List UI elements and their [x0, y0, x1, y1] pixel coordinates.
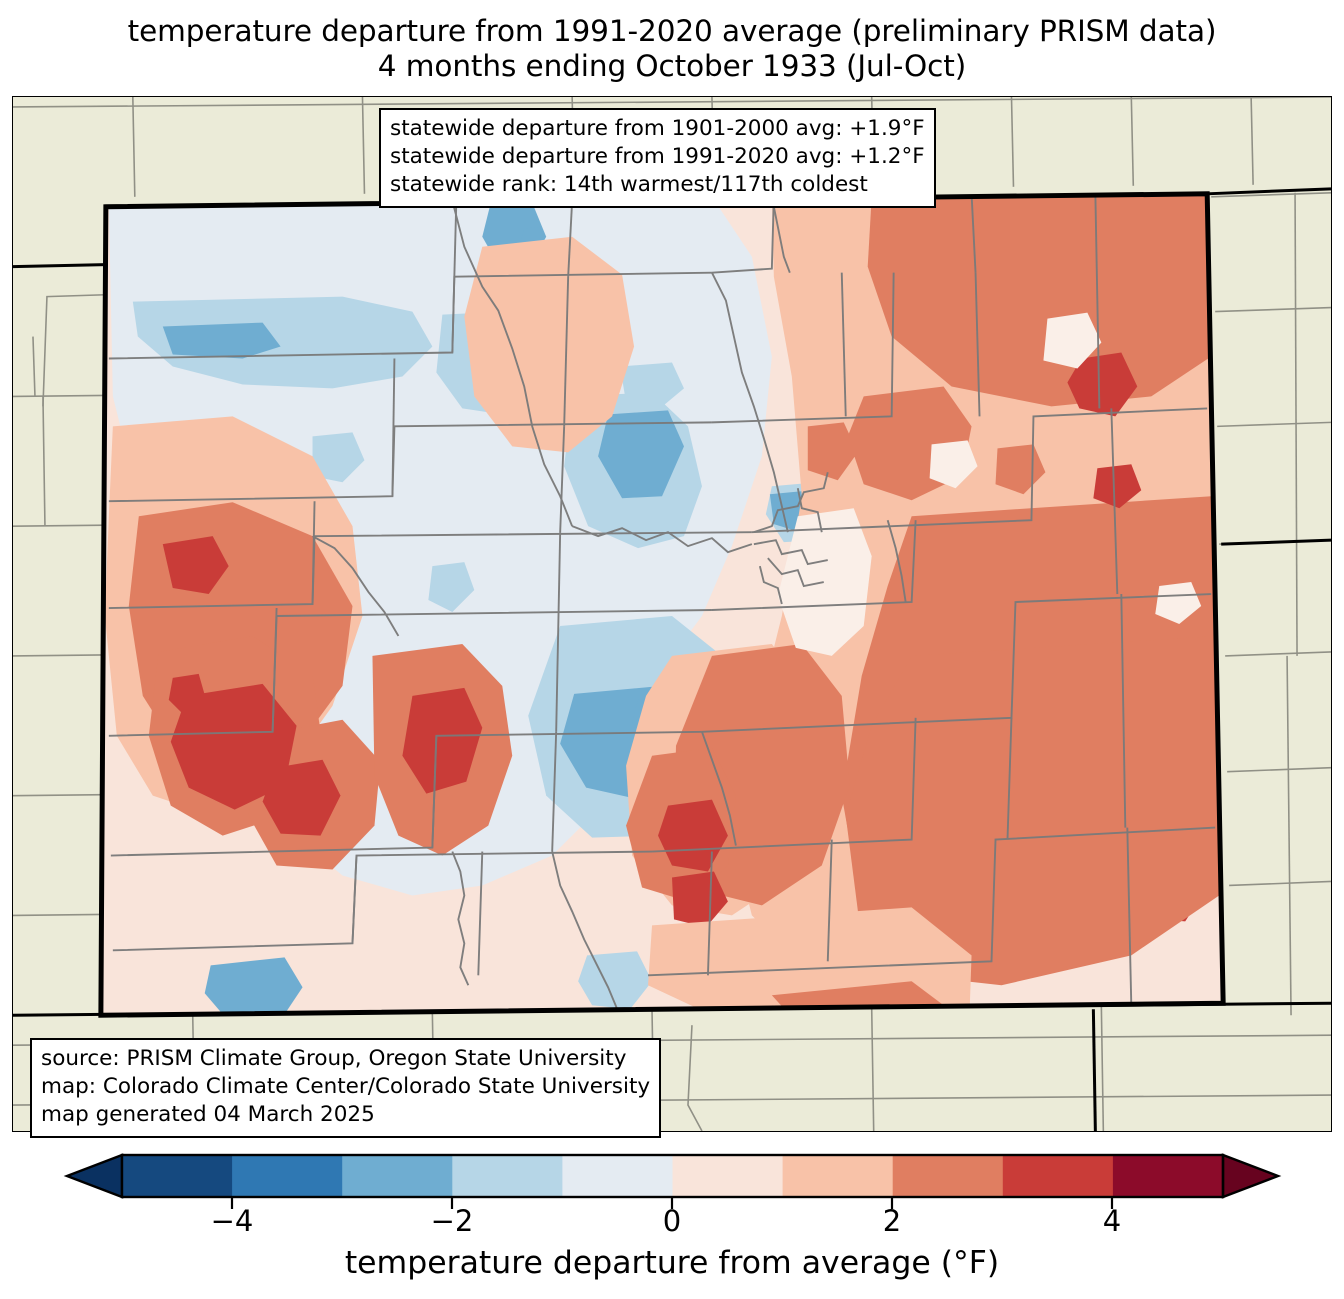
colorbar-band	[1002, 1155, 1114, 1197]
stats-line-2: statewide departure from 1991-2020 avg: …	[390, 143, 925, 169]
figure-title: temperature departure from 1991-2020 ave…	[0, 14, 1344, 84]
colorbar-tick-label: 0	[662, 1204, 682, 1238]
colorbar-band	[672, 1155, 784, 1197]
title-line-1: temperature departure from 1991-2020 ave…	[127, 14, 1217, 48]
title-line-2: 4 months ending October 1933 (Jul-Oct)	[377, 48, 967, 83]
colorbar-tick-label: −4	[210, 1204, 254, 1238]
colorbar-band	[782, 1155, 894, 1197]
colorbar-under-arrow	[63, 1153, 124, 1199]
colorbar-band	[232, 1155, 343, 1197]
source-line-1: source: PRISM Climate Group, Oregon Stat…	[41, 1046, 627, 1071]
colorado-interior	[100, 193, 1224, 1016]
colorbar: −4 −2 0 2 4 temperature departure from avera…	[0, 1145, 1344, 1299]
colorbar-band	[122, 1155, 233, 1197]
colorbar-band	[1112, 1155, 1224, 1197]
colorbar-ticks	[230, 1197, 1114, 1209]
colorbar-tick-label: 4	[1102, 1204, 1122, 1238]
colorbar-over-arrow	[1221, 1153, 1282, 1199]
colorbar-axis-label: temperature departure from average (°F)	[344, 1245, 1000, 1281]
stats-line-1: statewide departure from 1901-2000 avg: …	[390, 116, 925, 141]
statewide-stats-box: statewide departure from 1901-2000 avg: …	[379, 108, 936, 208]
colorbar-svg	[63, 1153, 1282, 1209]
colorbar-band	[562, 1155, 674, 1197]
colorbar-tick-labels: −4 −2 0 2 4	[0, 1204, 1344, 1240]
source-line-3: map generated 04 March 2025	[41, 1101, 375, 1127]
colorbar-band	[342, 1155, 453, 1197]
colorbar-band	[892, 1155, 1004, 1197]
colorbar-tick-label: 2	[882, 1204, 902, 1238]
colorado-temperature-map	[13, 97, 1331, 1131]
southeast-warm-region	[648, 635, 1220, 1016]
colorbar-tick-label: −2	[430, 1204, 474, 1238]
colorbar-band	[452, 1155, 563, 1197]
source-line-2: map: Colorado Climate Center/Colorado St…	[41, 1073, 651, 1099]
stats-line-3: statewide rank: 14th warmest/117th colde…	[390, 171, 868, 197]
colorado-county-lines	[108, 193, 1216, 1012]
colorbar-bands	[63, 1153, 1282, 1199]
map-panel	[12, 96, 1332, 1132]
source-attribution-box: source: PRISM Climate Group, Oregon Stat…	[30, 1038, 662, 1138]
